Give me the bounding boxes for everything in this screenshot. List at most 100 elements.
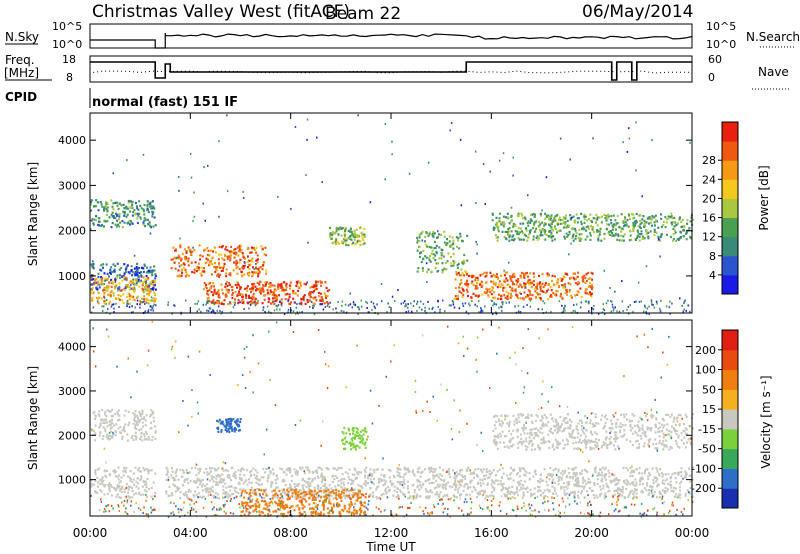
power-cell bbox=[125, 283, 128, 287]
velocity-cell bbox=[320, 481, 323, 484]
power-cell bbox=[536, 235, 539, 238]
velocity-cell bbox=[651, 491, 653, 495]
velocity-cell bbox=[97, 481, 100, 484]
power-cell bbox=[623, 233, 626, 236]
power-noise bbox=[130, 283, 132, 286]
velocity-cell bbox=[582, 479, 585, 482]
power-noise bbox=[400, 302, 402, 305]
power-cell bbox=[138, 285, 141, 288]
power-cell bbox=[555, 294, 558, 297]
power-noise bbox=[659, 307, 661, 310]
power-cell bbox=[231, 296, 234, 300]
velocity-cell bbox=[391, 482, 394, 485]
velocity-cell bbox=[469, 481, 472, 484]
velocity-cell bbox=[381, 468, 384, 471]
power-cell bbox=[527, 279, 530, 282]
power-cell bbox=[581, 279, 584, 283]
power-cell bbox=[566, 224, 569, 227]
velocity-cell bbox=[206, 473, 209, 476]
power-cell bbox=[252, 271, 255, 274]
velocity-cell bbox=[377, 478, 380, 481]
power-cell bbox=[433, 240, 436, 243]
power-cell bbox=[154, 297, 157, 301]
power-cell bbox=[151, 210, 154, 213]
power-cell bbox=[620, 230, 623, 233]
velocity-cell bbox=[523, 473, 526, 476]
velocity-cell bbox=[236, 423, 239, 426]
velocity-cell bbox=[359, 430, 362, 433]
velocity-cell bbox=[302, 494, 305, 497]
power-cell bbox=[568, 290, 571, 293]
power-noise bbox=[386, 311, 388, 313]
power-cell bbox=[134, 212, 137, 215]
velocity-cell bbox=[446, 493, 449, 496]
power-cell bbox=[197, 268, 200, 271]
power-cell bbox=[309, 291, 312, 294]
velocity-cell bbox=[350, 437, 353, 440]
velocity-cell bbox=[132, 438, 135, 442]
power-cell bbox=[314, 288, 317, 291]
velocity-cell bbox=[125, 466, 128, 470]
power-noise bbox=[142, 153, 145, 156]
velocity-cell bbox=[573, 490, 576, 493]
velocity-cell bbox=[290, 474, 293, 478]
velocity-cell bbox=[393, 489, 396, 492]
power-cell bbox=[117, 223, 119, 226]
velocity-cell bbox=[684, 492, 687, 495]
power-cell bbox=[180, 274, 183, 277]
power-cell bbox=[513, 272, 516, 275]
velocity-cell bbox=[186, 478, 189, 481]
velocity-cell bbox=[604, 474, 607, 477]
power-cell bbox=[97, 283, 100, 286]
power-cell bbox=[363, 234, 366, 237]
power-cell bbox=[645, 221, 648, 224]
power-cell bbox=[534, 287, 537, 290]
velocity-cell bbox=[215, 469, 218, 472]
power-cell bbox=[352, 241, 355, 244]
power-cell bbox=[610, 215, 613, 218]
power-noise bbox=[219, 310, 221, 312]
power-cell bbox=[456, 245, 458, 248]
velocity-cell bbox=[106, 425, 109, 428]
power-noise bbox=[545, 176, 548, 179]
power-cell bbox=[118, 288, 121, 291]
velocity-cell bbox=[144, 438, 147, 441]
velocity-cell bbox=[389, 469, 392, 472]
velocity-cell bbox=[154, 472, 157, 475]
power-cell bbox=[635, 212, 638, 216]
velocity-cell bbox=[230, 485, 233, 488]
power-cell bbox=[587, 285, 590, 288]
velocity-cell bbox=[225, 420, 228, 423]
velocity-cell bbox=[591, 489, 594, 492]
power-noise bbox=[294, 301, 297, 304]
power-cell bbox=[474, 294, 477, 297]
power-cell bbox=[135, 273, 138, 276]
power-cell bbox=[633, 223, 636, 226]
power-cell bbox=[541, 228, 544, 231]
power-cell bbox=[502, 279, 505, 282]
power-cell bbox=[456, 294, 459, 298]
velocity-cell bbox=[212, 496, 215, 499]
power-cell bbox=[122, 274, 125, 277]
power-noise bbox=[109, 312, 111, 315]
power-cell bbox=[506, 233, 509, 236]
power-noise bbox=[638, 300, 641, 303]
velocity-cell bbox=[243, 474, 246, 477]
power-cell bbox=[178, 257, 181, 260]
power-cell bbox=[242, 265, 245, 268]
power-cell bbox=[589, 238, 592, 241]
velocity-cell bbox=[318, 513, 321, 516]
velocity-cell bbox=[673, 472, 676, 475]
power-noise bbox=[305, 174, 307, 177]
power-cell bbox=[285, 284, 288, 287]
velocity-cell bbox=[579, 472, 582, 475]
velocity-cell bbox=[420, 471, 423, 474]
velocity-cell bbox=[432, 474, 435, 477]
power-cell bbox=[140, 207, 143, 210]
power-cell bbox=[125, 215, 128, 218]
velocity-cell bbox=[490, 483, 493, 486]
power-cell bbox=[144, 218, 147, 221]
velocity-cell bbox=[260, 476, 263, 479]
power-cell bbox=[591, 227, 594, 230]
power-noise bbox=[360, 299, 363, 302]
